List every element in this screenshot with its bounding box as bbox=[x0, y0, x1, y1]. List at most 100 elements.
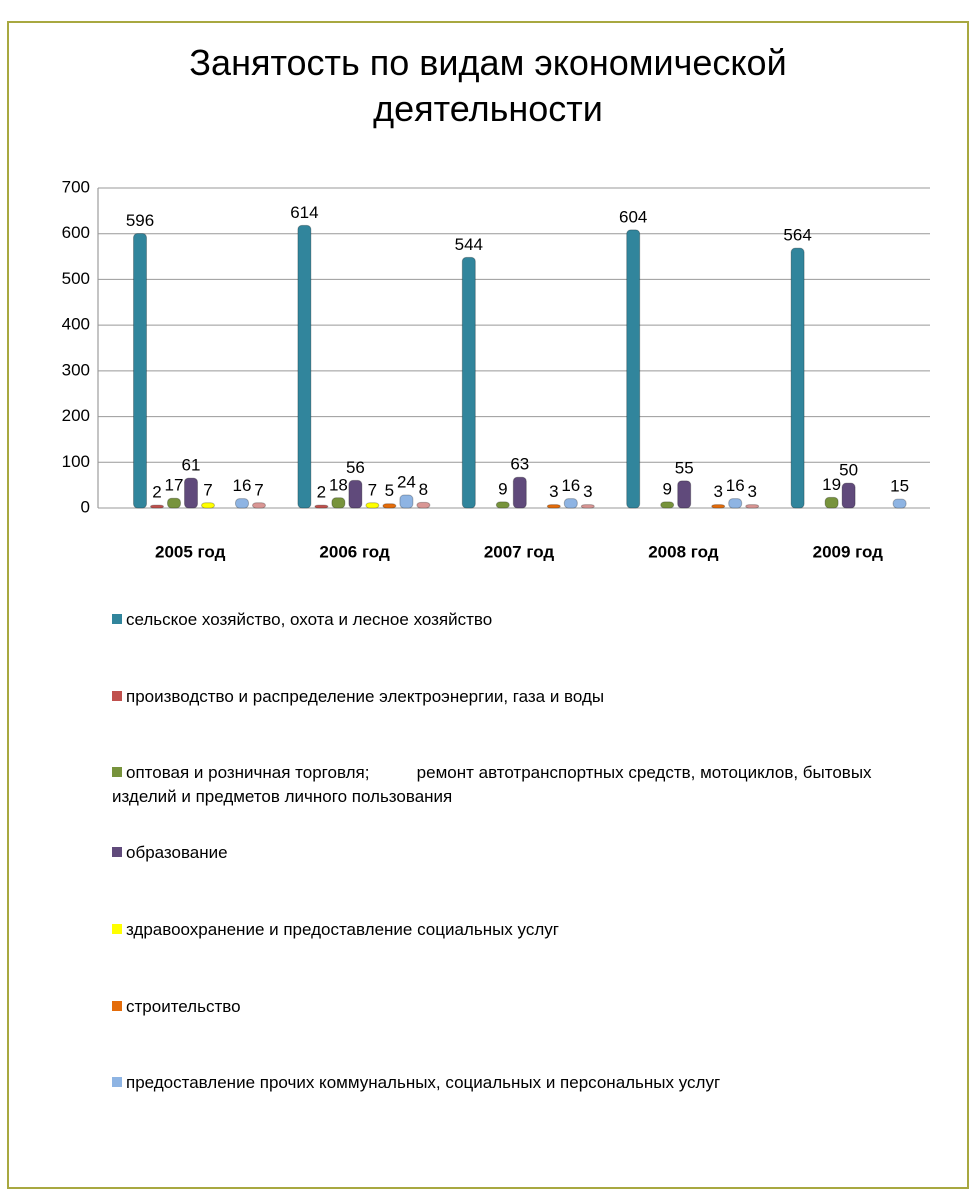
x-tick-label: 2006 год bbox=[319, 542, 390, 561]
data-label: 17 bbox=[165, 476, 184, 495]
data-label: 16 bbox=[561, 476, 580, 495]
data-label: 56 bbox=[346, 458, 365, 477]
bar bbox=[495, 501, 510, 509]
bar bbox=[133, 233, 147, 509]
y-tick-label: 400 bbox=[62, 315, 90, 334]
data-label: 3 bbox=[549, 482, 558, 501]
legend-label: предоставление прочих коммунальных, соци… bbox=[126, 1073, 721, 1092]
x-tick-label: 2008 год bbox=[648, 542, 719, 561]
bar bbox=[201, 502, 215, 509]
bar bbox=[546, 504, 561, 509]
data-label: 9 bbox=[498, 479, 507, 498]
bar bbox=[416, 501, 431, 509]
frame bbox=[7, 21, 969, 1189]
x-tick-label: 2009 год bbox=[813, 542, 884, 561]
data-label: 9 bbox=[662, 479, 671, 498]
legend-label: образование bbox=[126, 843, 228, 862]
data-label: 3 bbox=[713, 482, 722, 501]
chart-title: Занятость по видам экономической деятель… bbox=[189, 42, 787, 129]
data-label: 16 bbox=[726, 476, 745, 495]
bar bbox=[184, 477, 198, 509]
data-label: 544 bbox=[455, 235, 483, 254]
bar bbox=[841, 482, 856, 509]
bar bbox=[660, 501, 675, 509]
bar bbox=[711, 504, 726, 509]
bar bbox=[745, 504, 760, 509]
data-label: 2 bbox=[152, 483, 161, 502]
data-label: 50 bbox=[839, 461, 858, 480]
bar bbox=[331, 497, 346, 509]
bar bbox=[150, 504, 164, 509]
data-label: 614 bbox=[290, 203, 318, 222]
bar bbox=[382, 503, 397, 509]
y-tick-label: 600 bbox=[62, 223, 90, 242]
bar bbox=[252, 502, 266, 509]
legend-item: производство и распределение электроэнер… bbox=[112, 685, 902, 709]
bar bbox=[580, 504, 595, 509]
bar bbox=[399, 494, 414, 509]
data-label: 3 bbox=[583, 482, 592, 501]
data-label: 55 bbox=[675, 458, 694, 477]
bar bbox=[314, 504, 329, 509]
y-tick-label: 300 bbox=[62, 360, 90, 379]
legend-item: сельское хозяйство, охота и лесное хозяй… bbox=[112, 608, 902, 632]
data-label: 564 bbox=[783, 226, 811, 245]
data-label: 7 bbox=[203, 480, 212, 499]
legend-swatch bbox=[112, 614, 122, 624]
legend-item: предоставление прочих коммунальных, соци… bbox=[112, 1071, 902, 1095]
data-label: 7 bbox=[254, 480, 263, 499]
bar bbox=[626, 229, 641, 509]
y-tick-label: 200 bbox=[62, 406, 90, 425]
legend-item: здравоохранение и предоставление социаль… bbox=[112, 918, 902, 942]
x-tick-label: 2005 год bbox=[155, 542, 226, 561]
x-tick-label: 2007 год bbox=[484, 542, 555, 561]
legend-swatch bbox=[112, 691, 122, 701]
bar bbox=[297, 224, 312, 509]
data-label: 604 bbox=[619, 207, 647, 226]
data-label: 19 bbox=[822, 475, 841, 494]
bar bbox=[790, 247, 805, 509]
bar bbox=[824, 496, 839, 509]
data-label: 3 bbox=[747, 482, 756, 501]
bar bbox=[365, 502, 380, 509]
bar bbox=[677, 480, 692, 509]
legend-label: оптовая и розничная торговля; ремонт авт… bbox=[112, 763, 877, 806]
legend-item: оптовая и розничная торговля; ремонт авт… bbox=[112, 761, 902, 809]
data-label: 2 bbox=[317, 483, 326, 502]
legend-swatch bbox=[112, 847, 122, 857]
legend-item: строительство bbox=[112, 995, 902, 1019]
data-label: 63 bbox=[510, 455, 529, 474]
legend-swatch bbox=[112, 1001, 122, 1011]
y-tick-label: 500 bbox=[62, 269, 90, 288]
y-tick-label: 700 bbox=[62, 177, 90, 196]
bar bbox=[728, 498, 743, 509]
data-label: 15 bbox=[890, 477, 909, 496]
bar bbox=[563, 498, 578, 509]
legend-label: производство и распределение электроэнер… bbox=[126, 687, 605, 706]
legend-item: образование bbox=[112, 841, 902, 865]
legend-swatch bbox=[112, 767, 122, 777]
data-label: 18 bbox=[329, 475, 348, 494]
bar bbox=[348, 479, 363, 509]
data-label: 5 bbox=[385, 481, 394, 500]
data-label: 7 bbox=[368, 480, 377, 499]
data-label: 24 bbox=[397, 473, 416, 492]
bar bbox=[167, 497, 181, 509]
data-label: 8 bbox=[419, 480, 428, 499]
data-label: 596 bbox=[126, 211, 154, 230]
legend-swatch bbox=[112, 1077, 122, 1087]
legend-label: строительство bbox=[126, 997, 241, 1016]
legend-label: сельское хозяйство, охота и лесное хозяй… bbox=[126, 610, 493, 629]
bar bbox=[892, 498, 907, 509]
title-box: Занятость по видам экономической деятель… bbox=[189, 42, 787, 129]
data-label: 61 bbox=[182, 456, 201, 475]
data-label: 16 bbox=[233, 476, 252, 495]
y-tick-label: 0 bbox=[81, 497, 90, 516]
legend-swatch bbox=[112, 924, 122, 934]
bar bbox=[512, 476, 527, 509]
legend-label: здравоохранение и предоставление социаль… bbox=[126, 920, 559, 939]
y-tick-label: 100 bbox=[62, 452, 90, 471]
bar bbox=[461, 256, 476, 509]
